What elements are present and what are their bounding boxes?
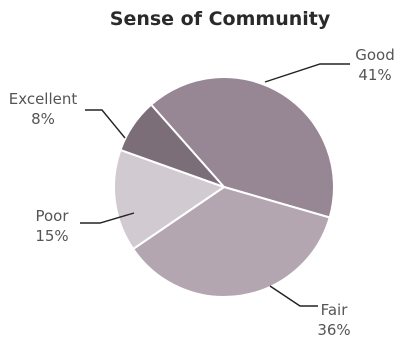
pie-slice-good (149, 76, 335, 219)
slice-value-fair: 36% (317, 321, 350, 339)
leader-line-poor (80, 212, 135, 224)
pie-slice-poor (113, 148, 227, 251)
leader-line-good (264, 63, 350, 83)
slice-value-excellent: 8% (31, 110, 55, 128)
leader-line-fair (269, 285, 318, 307)
leader-line-excellent (85, 109, 126, 139)
slice-label-poor: Poor (35, 207, 69, 225)
slice-value-poor: 15% (35, 227, 68, 245)
slice-label-fair: Fair (321, 301, 349, 319)
slice-label-good: Good (355, 46, 395, 64)
pie-slice-excellent (119, 103, 225, 188)
slice-value-good: 41% (358, 66, 391, 84)
pie-slice-fair (131, 185, 331, 298)
chart-title: Sense of Community (109, 8, 331, 30)
slice-label-excellent: Excellent (9, 90, 78, 108)
